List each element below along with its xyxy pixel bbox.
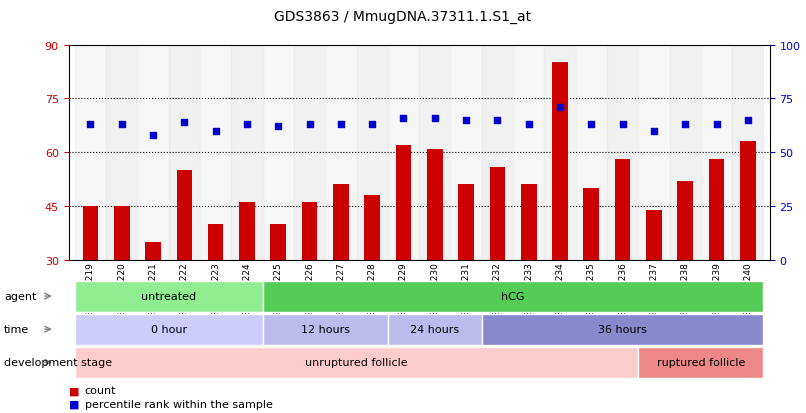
Point <box>366 121 379 128</box>
Text: untreated: untreated <box>141 291 196 301</box>
Point <box>210 128 222 135</box>
Bar <box>356 45 388 260</box>
Text: ■: ■ <box>69 399 79 409</box>
Bar <box>670 45 701 260</box>
Point <box>742 117 754 124</box>
Bar <box>388 45 419 260</box>
Point <box>84 121 97 128</box>
Text: count: count <box>85 385 116 395</box>
Point <box>334 121 347 128</box>
Bar <box>231 45 263 260</box>
Bar <box>106 45 137 260</box>
Bar <box>521 185 537 260</box>
Bar <box>459 185 474 260</box>
Bar <box>419 45 451 260</box>
Bar <box>615 160 630 260</box>
Bar <box>552 63 567 260</box>
Bar <box>301 203 318 260</box>
Bar <box>427 149 442 260</box>
Bar <box>114 206 130 260</box>
Bar <box>638 45 670 260</box>
Point <box>647 128 660 135</box>
Bar <box>75 45 106 260</box>
Bar <box>513 45 544 260</box>
Bar <box>740 142 756 260</box>
Bar <box>177 171 192 260</box>
Point <box>522 121 535 128</box>
Point <box>710 121 723 128</box>
Point <box>147 132 160 139</box>
Bar <box>575 45 607 260</box>
Point <box>397 115 410 122</box>
Bar <box>168 45 200 260</box>
Point <box>428 115 441 122</box>
Text: agent: agent <box>4 291 36 301</box>
Point <box>240 121 253 128</box>
Bar <box>263 45 294 260</box>
Bar <box>677 181 693 260</box>
Bar <box>708 160 725 260</box>
Point <box>115 121 128 128</box>
Text: ruptured follicle: ruptured follicle <box>657 357 745 368</box>
Point <box>459 117 472 124</box>
Bar <box>646 210 662 260</box>
Bar <box>364 196 380 260</box>
Point <box>491 117 504 124</box>
Text: 24 hours: 24 hours <box>410 324 459 335</box>
Text: 36 hours: 36 hours <box>598 324 647 335</box>
Bar <box>333 185 349 260</box>
Point <box>554 104 567 111</box>
Bar <box>732 45 763 260</box>
Point <box>616 121 629 128</box>
Bar <box>145 242 161 260</box>
Text: unruptured follicle: unruptured follicle <box>305 357 408 368</box>
Bar <box>294 45 325 260</box>
Bar <box>137 45 168 260</box>
Bar <box>701 45 732 260</box>
Point <box>272 124 285 131</box>
Bar <box>544 45 575 260</box>
Text: ■: ■ <box>69 385 79 395</box>
Point <box>303 121 316 128</box>
Bar <box>489 167 505 260</box>
Text: hCG: hCG <box>501 291 525 301</box>
Point <box>178 119 191 126</box>
Text: development stage: development stage <box>4 357 112 368</box>
Bar <box>396 146 411 260</box>
Point <box>679 121 692 128</box>
Bar <box>271 224 286 260</box>
Text: time: time <box>4 324 29 335</box>
Bar <box>607 45 638 260</box>
Bar <box>239 203 255 260</box>
Point <box>585 121 598 128</box>
Bar <box>451 45 482 260</box>
Bar <box>325 45 356 260</box>
Bar <box>482 45 513 260</box>
Text: GDS3863 / MmugDNA.37311.1.S1_at: GDS3863 / MmugDNA.37311.1.S1_at <box>274 10 532 24</box>
Bar <box>208 224 223 260</box>
Bar <box>82 206 98 260</box>
Text: percentile rank within the sample: percentile rank within the sample <box>85 399 272 409</box>
Text: 12 hours: 12 hours <box>301 324 350 335</box>
Text: 0 hour: 0 hour <box>151 324 187 335</box>
Bar <box>200 45 231 260</box>
Bar <box>584 189 599 260</box>
